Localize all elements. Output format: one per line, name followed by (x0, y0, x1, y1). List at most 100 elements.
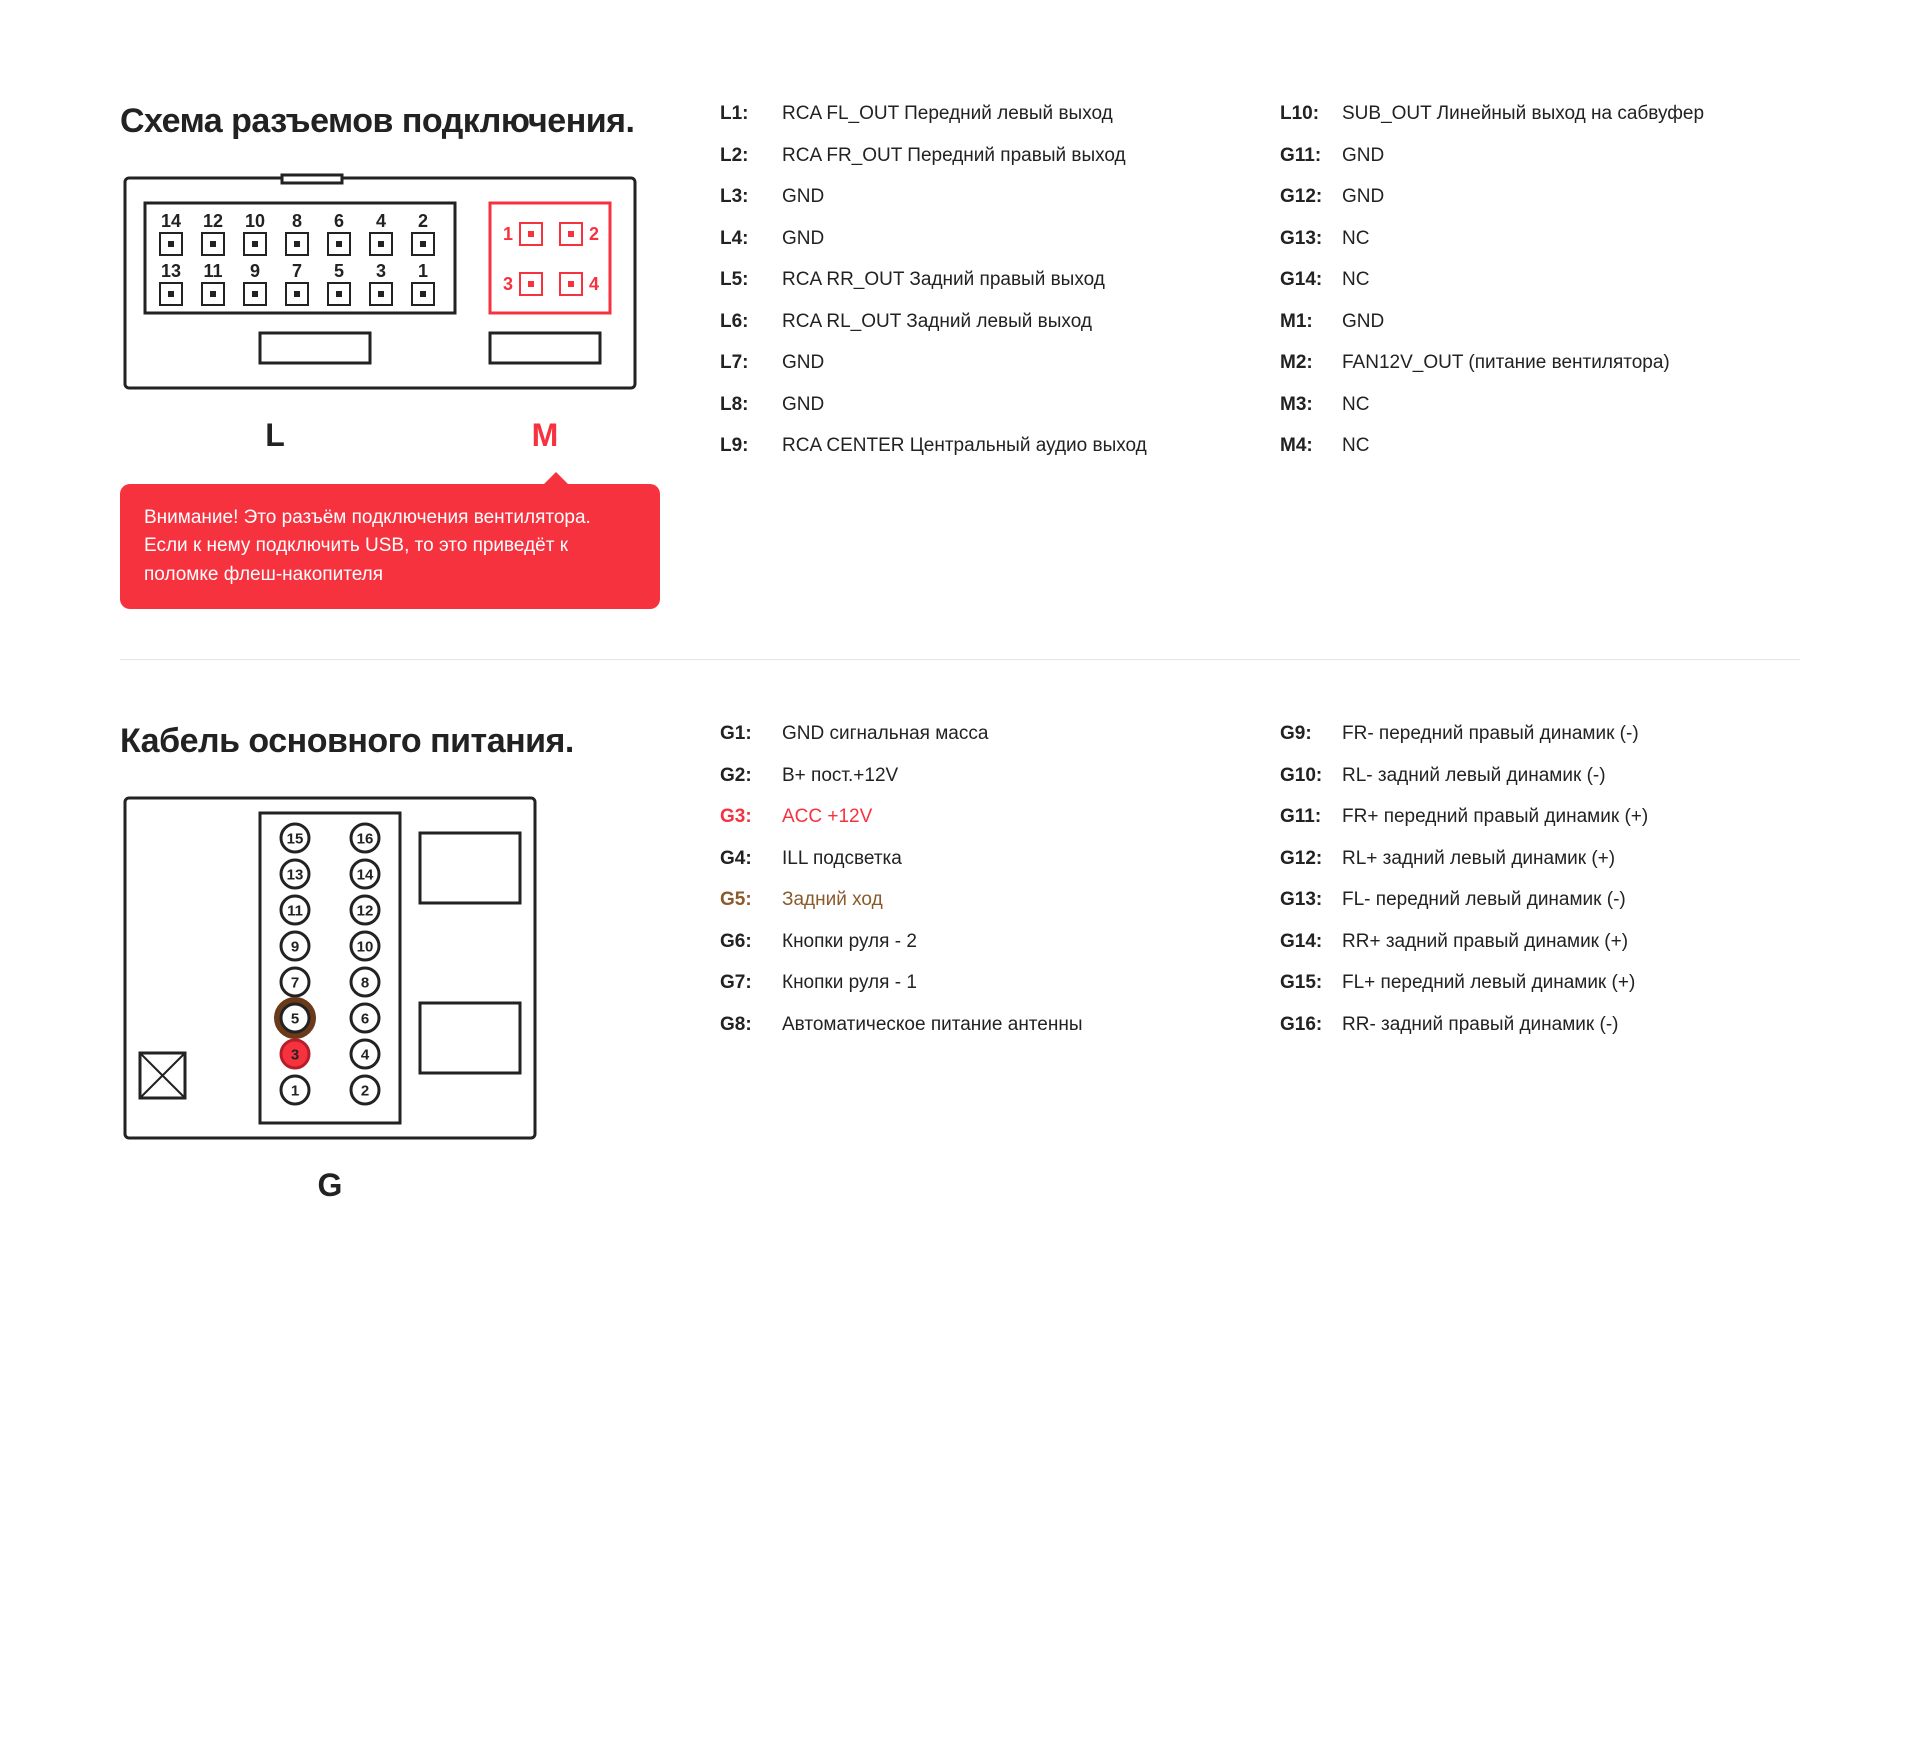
pin-row: L6:RCA RL_OUT Задний левый выход (720, 308, 1240, 336)
pin-row: G5:Задний ход (720, 886, 1240, 914)
pin-row: M3:NC (1280, 391, 1800, 419)
section-power-cable: Кабель основного питания. 15161314111291… (120, 720, 1800, 1254)
pin-row: L1:RCA FL_OUT Передний левый выход (720, 100, 1240, 128)
pin-desc: RCA FL_OUT Передний левый выход (782, 100, 1240, 128)
pin-row: G9:FR- передний правый динамик (-) (1280, 720, 1800, 748)
pin-label: L10: (1280, 100, 1342, 128)
pin-row: G3:ACC +12V (720, 803, 1240, 831)
svg-text:4: 4 (589, 274, 599, 294)
section2-title: Кабель основного питания. (120, 720, 660, 763)
svg-text:12: 12 (203, 211, 223, 231)
connector-g-diagram: 15161314111291078563412 (120, 793, 540, 1153)
svg-text:6: 6 (361, 1010, 369, 1027)
pin-desc: GND (782, 183, 1240, 211)
pin-label: M1: (1280, 308, 1342, 336)
pin-label: L9: (720, 432, 782, 460)
pin-desc: RL- задний левый динамик (-) (1342, 762, 1800, 790)
pin-row: L8:GND (720, 391, 1240, 419)
pin-row: G1:GND сигнальная масса (720, 720, 1240, 748)
pin-label: L8: (720, 391, 782, 419)
pin-desc: RCA CENTER Центральный аудио выход (782, 432, 1240, 460)
pin-label: L1: (720, 100, 782, 128)
pin-label: G8: (720, 1011, 782, 1039)
pin-row: G14:NC (1280, 266, 1800, 294)
pin-desc: SUB_OUT Линейный выход на сабвуфер (1342, 100, 1800, 128)
pin-row: G8:Автоматическое питание антенны (720, 1011, 1240, 1039)
svg-text:6: 6 (334, 211, 344, 231)
section2-pinlist: G1:GND сигнальная массаG2:B+ пост.+12VG3… (720, 720, 1800, 1204)
pin-desc: FL- передний левый динамик (-) (1342, 886, 1800, 914)
svg-text:1: 1 (418, 261, 428, 281)
pin-row: G6:Кнопки руля - 2 (720, 928, 1240, 956)
pin-desc: FR+ передний правый динамик (+) (1342, 803, 1800, 831)
pin-desc: NC (1342, 266, 1800, 294)
pin-desc: ILL подсветка (782, 845, 1240, 873)
pin-desc: RR+ задний правый динамик (+) (1342, 928, 1800, 956)
svg-text:8: 8 (361, 974, 369, 991)
pin-label: L4: (720, 225, 782, 253)
pin-desc: FL+ передний левый динамик (+) (1342, 969, 1800, 997)
svg-text:2: 2 (589, 224, 599, 244)
section1-col2: L10:SUB_OUT Линейный выход на сабвуфер G1… (1280, 100, 1800, 609)
pin-row: G13:FL- передний левый динамик (-) (1280, 886, 1800, 914)
svg-text:1: 1 (291, 1082, 299, 1099)
pin-row: G11:FR+ передний правый динамик (+) (1280, 803, 1800, 831)
pin-label: G9: (1280, 720, 1342, 748)
pin-label: G13: (1280, 225, 1342, 253)
svg-text:12: 12 (357, 902, 374, 919)
pin-row: G4:ILL подсветка (720, 845, 1240, 873)
pin-label: M2: (1280, 349, 1342, 377)
pin-row: G11:GND (1280, 142, 1800, 170)
pin-desc: GND (782, 391, 1240, 419)
pin-label: G11: (1280, 803, 1342, 831)
pin-label: M3: (1280, 391, 1342, 419)
svg-text:11: 11 (203, 261, 222, 281)
pin-label: G6: (720, 928, 782, 956)
svg-text:4: 4 (361, 1046, 370, 1063)
svg-text:7: 7 (292, 261, 302, 281)
pin-desc: B+ пост.+12V (782, 762, 1240, 790)
pin-label: G15: (1280, 969, 1342, 997)
pin-desc: GND (1342, 142, 1800, 170)
pin-row: L4:GND (720, 225, 1240, 253)
svg-text:7: 7 (291, 974, 299, 991)
pin-desc: GND (782, 349, 1240, 377)
connector-lm-diagram: 1412108642131197531 1234 (120, 173, 640, 403)
svg-text:10: 10 (245, 211, 265, 231)
pin-row: G16:RR- задний правый динамик (-) (1280, 1011, 1800, 1039)
connector-labels: L M (120, 417, 660, 454)
section2-col2: G9:FR- передний правый динамик (-)G10:RL… (1280, 720, 1800, 1204)
section1-col1: L1:RCA FL_OUT Передний левый выходL2:RCA… (720, 100, 1240, 609)
pin-desc: NC (1342, 391, 1800, 419)
pin-row: G7:Кнопки руля - 1 (720, 969, 1240, 997)
svg-text:14: 14 (357, 866, 374, 883)
svg-text:3: 3 (503, 274, 513, 294)
svg-text:9: 9 (250, 261, 260, 281)
svg-text:2: 2 (361, 1082, 369, 1099)
pin-desc: Автоматическое питание антенны (782, 1011, 1240, 1039)
pin-desc: GND (782, 225, 1240, 253)
svg-text:3: 3 (376, 261, 386, 281)
pin-desc: FR- передний правый динамик (-) (1342, 720, 1800, 748)
svg-text:8: 8 (292, 211, 302, 231)
pin-label: L3: (720, 183, 782, 211)
pin-label: G12: (1280, 183, 1342, 211)
pin-label: L6: (720, 308, 782, 336)
svg-text:5: 5 (334, 261, 344, 281)
pin-desc: ACC +12V (782, 803, 1240, 831)
svg-text:1: 1 (503, 224, 513, 244)
pin-label: G10: (1280, 762, 1342, 790)
section1-title: Схема разъемов подключения. (120, 100, 660, 143)
pin-row: M2:FAN12V_OUT (питание вентилятора) (1280, 349, 1800, 377)
warning-box: Внимание! Это разъём подключения вентиля… (120, 484, 660, 610)
pin-desc: Кнопки руля - 1 (782, 969, 1240, 997)
pin-label: L2: (720, 142, 782, 170)
pin-row: L2:RCA FR_OUT Передний правый выход (720, 142, 1240, 170)
pin-label: G12: (1280, 845, 1342, 873)
pin-label: G1: (720, 720, 782, 748)
pin-label: L7: (720, 349, 782, 377)
section1-pinlist: L1:RCA FL_OUT Передний левый выходL2:RCA… (720, 100, 1800, 609)
section2-left: Кабель основного питания. 15161314111291… (120, 720, 660, 1204)
pin-row: G15:FL+ передний левый динамик (+) (1280, 969, 1800, 997)
pin-row: G14:RR+ задний правый динамик (+) (1280, 928, 1800, 956)
